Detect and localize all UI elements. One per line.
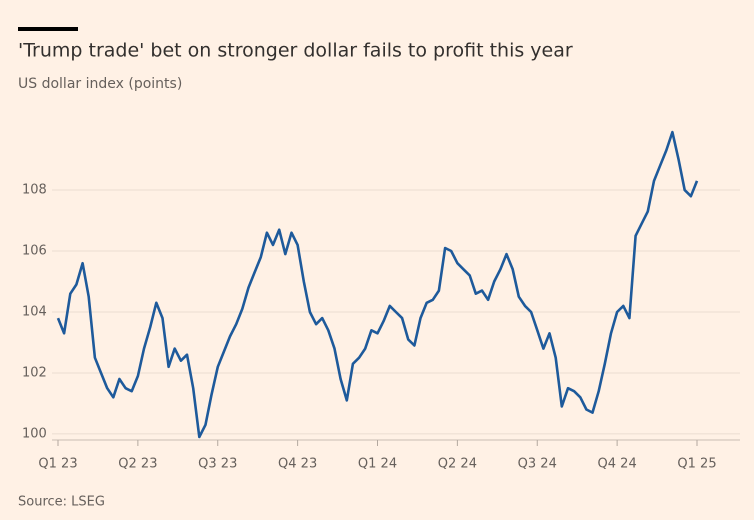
x-tick-label: Q4 24 <box>598 457 637 472</box>
y-tick-label: 102 <box>22 365 47 380</box>
chart-title: 'Trump trade' bet on stronger dollar fai… <box>18 40 573 62</box>
y-tick-label: 106 <box>22 244 47 259</box>
x-tick-label: Q3 24 <box>518 457 557 472</box>
chart-subtitle: US dollar index (points) <box>18 76 182 92</box>
x-tick-label: Q2 24 <box>438 457 477 472</box>
source-note: Source: LSEG <box>18 495 105 510</box>
x-tick-label: Q2 23 <box>118 457 157 472</box>
data-line <box>56 130 699 439</box>
x-tick-label: Q1 25 <box>677 457 716 472</box>
y-tick-label: 108 <box>22 183 47 198</box>
x-tick-label: Q1 24 <box>358 457 397 472</box>
brand-bar <box>18 27 78 31</box>
x-tick-label: Q4 23 <box>278 457 317 472</box>
x-tick-label: Q3 23 <box>198 457 237 472</box>
y-tick-label: 104 <box>22 304 47 319</box>
y-tick-label: 100 <box>22 426 47 441</box>
x-tick-label: Q1 23 <box>38 457 77 472</box>
